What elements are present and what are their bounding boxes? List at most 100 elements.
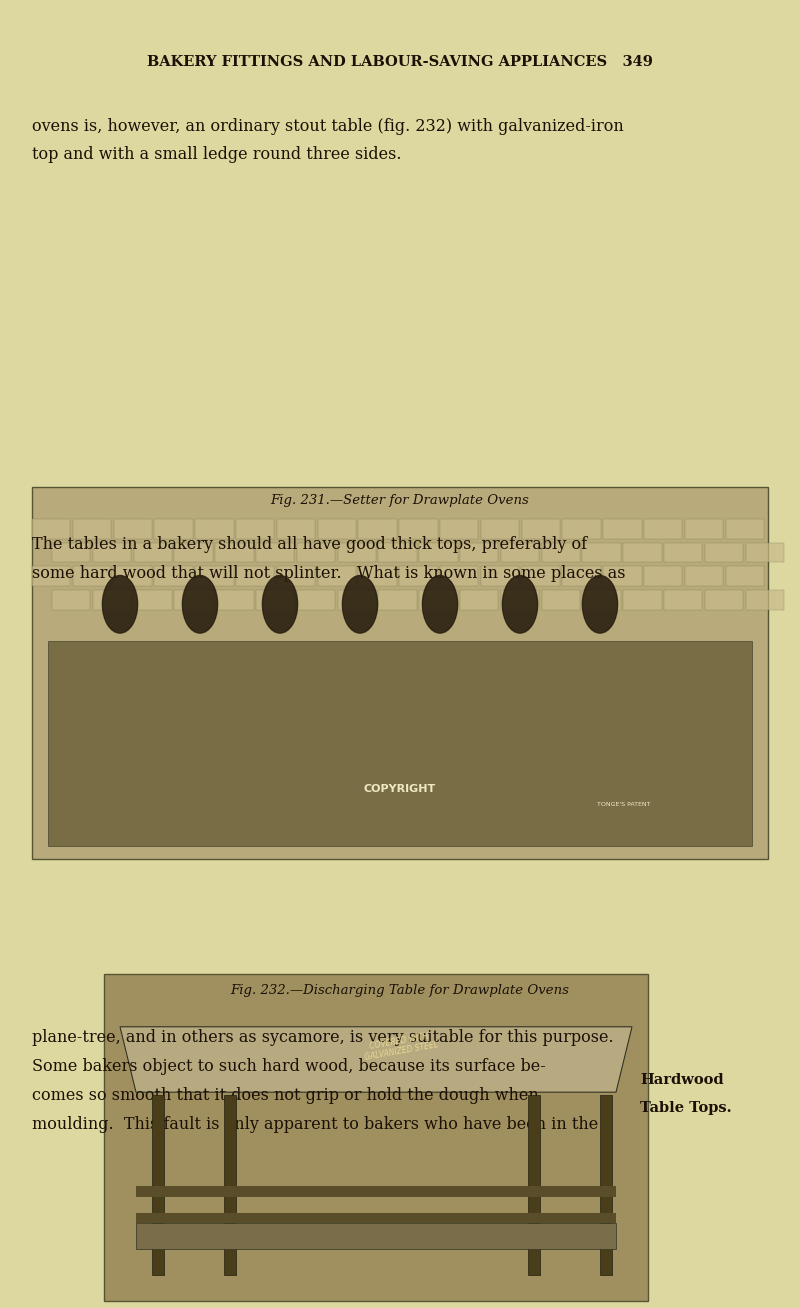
Bar	[440, 519, 478, 539]
Bar	[746, 543, 784, 562]
Circle shape	[182, 576, 218, 633]
Circle shape	[502, 576, 538, 633]
Bar	[685, 519, 723, 539]
Bar	[338, 543, 376, 562]
Bar	[522, 519, 560, 539]
Bar	[440, 566, 478, 586]
Bar	[277, 566, 315, 586]
Bar	[460, 543, 498, 562]
Bar	[481, 519, 519, 539]
Bar	[93, 543, 131, 562]
Text: The tables in a bakery should all have good thick tops, preferably of: The tables in a bakery should all have g…	[32, 536, 587, 553]
Bar	[501, 590, 539, 610]
Bar	[623, 543, 662, 562]
Bar	[134, 590, 172, 610]
Bar	[419, 543, 458, 562]
Bar	[664, 543, 702, 562]
Bar	[600, 1096, 612, 1275]
Bar	[52, 590, 90, 610]
Bar	[32, 487, 768, 859]
Bar	[460, 590, 498, 610]
Circle shape	[582, 576, 618, 633]
Bar	[726, 566, 764, 586]
Circle shape	[102, 576, 138, 633]
Bar	[318, 566, 356, 586]
Bar	[746, 590, 784, 610]
Bar	[623, 590, 662, 610]
Bar	[73, 566, 111, 586]
Bar	[399, 566, 438, 586]
Text: Table Tops.: Table Tops.	[640, 1101, 732, 1116]
Bar	[195, 566, 234, 586]
Bar	[154, 566, 193, 586]
Bar	[481, 566, 519, 586]
Bar	[215, 590, 254, 610]
Bar	[93, 590, 131, 610]
Bar	[152, 1096, 164, 1275]
Circle shape	[262, 576, 298, 633]
Bar	[256, 543, 294, 562]
Bar	[277, 519, 315, 539]
Bar	[338, 590, 376, 610]
Bar	[73, 519, 111, 539]
Bar	[297, 543, 335, 562]
Bar	[136, 1186, 616, 1197]
Text: Some bakers object to such hard wood, because its surface be-: Some bakers object to such hard wood, be…	[32, 1058, 546, 1075]
Bar	[378, 543, 417, 562]
Bar	[195, 519, 234, 539]
Bar	[603, 566, 642, 586]
Bar	[726, 519, 764, 539]
Bar	[236, 566, 274, 586]
Bar	[136, 1223, 616, 1249]
Text: Fig. 232.—Discharging Table for Drawplate Ovens: Fig. 232.—Discharging Table for Drawplat…	[230, 984, 570, 997]
Bar	[501, 543, 539, 562]
Bar	[664, 590, 702, 610]
Text: TONGE'S PATENT: TONGE'S PATENT	[598, 802, 650, 807]
Text: comes so smooth that it does not grip or hold the dough when: comes so smooth that it does not grip or…	[32, 1087, 538, 1104]
Bar	[358, 566, 397, 586]
Bar	[32, 519, 70, 539]
Bar	[215, 543, 254, 562]
Bar	[224, 1096, 236, 1275]
Text: ovens is, however, an ordinary stout table (fig. 232) with galvanized-iron: ovens is, however, an ordinary stout tab…	[32, 118, 624, 135]
Bar	[582, 543, 621, 562]
Bar	[644, 566, 682, 586]
Text: plane-tree, and in others as sycamore, is very suitable for this purpose.: plane-tree, and in others as sycamore, i…	[32, 1029, 614, 1046]
Text: COPYRIGHT: COPYRIGHT	[364, 783, 436, 794]
Bar	[236, 519, 274, 539]
Bar	[104, 974, 648, 1301]
Bar	[378, 590, 417, 610]
Bar	[705, 543, 743, 562]
Bar	[644, 519, 682, 539]
Bar	[318, 519, 356, 539]
Text: COVERED WITH
GALVANIZED STEEL: COVERED WITH GALVANIZED STEEL	[362, 1031, 438, 1062]
Bar	[297, 590, 335, 610]
Bar	[528, 1096, 540, 1275]
Bar	[256, 590, 294, 610]
Bar	[542, 543, 580, 562]
Bar	[562, 566, 601, 586]
Bar	[154, 519, 193, 539]
Bar	[562, 519, 601, 539]
Bar	[358, 519, 397, 539]
Bar	[114, 519, 152, 539]
Bar	[52, 543, 90, 562]
Text: Hardwood: Hardwood	[640, 1073, 724, 1087]
Bar	[134, 543, 172, 562]
Circle shape	[422, 576, 458, 633]
Bar	[114, 566, 152, 586]
Bar	[419, 590, 458, 610]
Bar	[174, 543, 213, 562]
Text: some hard wood that will not splinter.   What is known in some places as: some hard wood that will not splinter. W…	[32, 565, 626, 582]
Circle shape	[342, 576, 378, 633]
Bar	[705, 590, 743, 610]
Text: moulding.  This fault is only apparent to bakers who have been in the: moulding. This fault is only apparent to…	[32, 1116, 598, 1133]
Bar	[32, 566, 70, 586]
Bar	[522, 566, 560, 586]
Bar	[582, 590, 621, 610]
Bar	[174, 590, 213, 610]
Text: Fig. 231.—Setter for Drawplate Ovens: Fig. 231.—Setter for Drawplate Ovens	[270, 494, 530, 508]
Bar	[603, 519, 642, 539]
Text: top and with a small ledge round three sides.: top and with a small ledge round three s…	[32, 146, 402, 164]
Bar	[685, 566, 723, 586]
